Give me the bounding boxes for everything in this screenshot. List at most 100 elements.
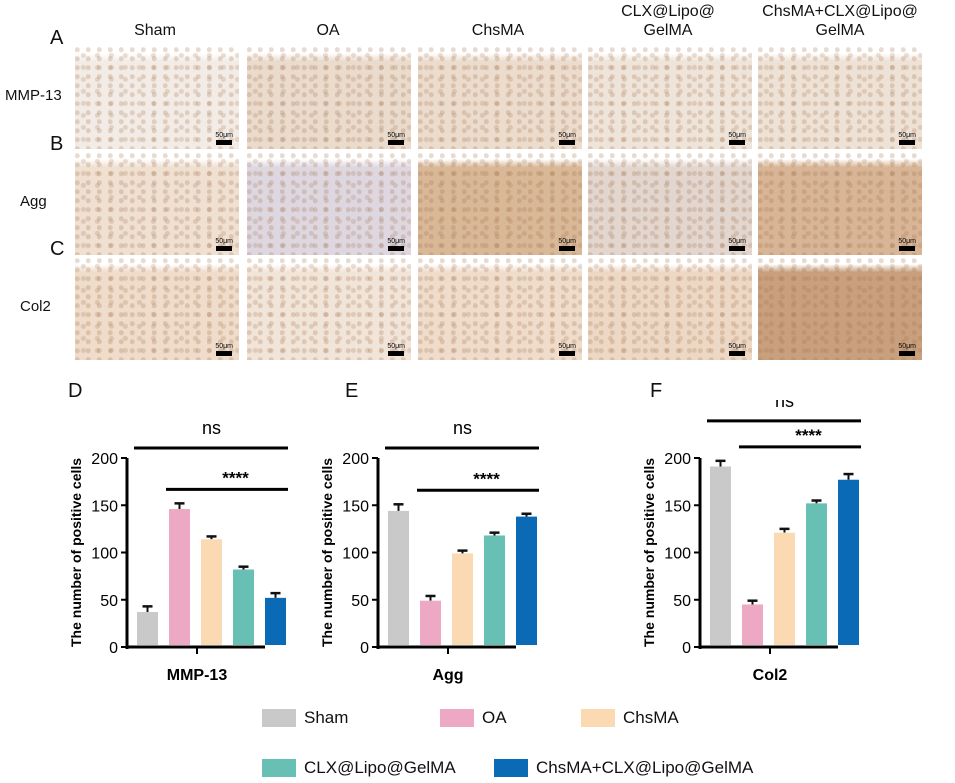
bar-sham [710,466,731,645]
bar-chsma [774,532,795,645]
scale-bar-line [729,351,746,356]
significance-label: ns [453,418,472,438]
scale-bar: 50μm [387,132,405,145]
significance-label: ns [202,418,221,438]
y-axis-label: The number of positive cells [319,458,335,647]
y-tick-label: 150 [342,498,369,515]
row-label: MMP-13 [5,87,62,104]
legend-item: Sham [262,708,348,728]
column-header: OA [316,22,340,39]
histology-image: 50μm [758,153,922,255]
histology-image: 50μm [418,153,582,255]
scale-bar-line [388,246,405,251]
histology-image: 50μm [247,258,411,360]
column-header: Sham [134,22,176,39]
y-tick-label: 0 [682,640,691,657]
legend-item: ChsMA+CLX@Lipo@GelMA [494,758,753,778]
scale-bar: 50μm [215,238,233,251]
y-tick-label: 50 [673,593,691,610]
scale-bar-label: 50μm [215,238,233,245]
y-tick-label: 100 [91,546,118,563]
histology-image: 50μm [758,258,922,360]
panel-label: D [68,380,83,402]
y-tick-label: 50 [351,593,369,610]
panel-label: E [345,380,359,402]
legend-swatch [440,709,474,727]
scale-bar-label: 50μm [728,132,746,139]
column-header: ChsMA+CLX@Lipo@ GelMA [762,3,918,39]
legend-item: ChsMA [581,708,679,728]
histology-image: 50μm [588,153,752,255]
bar-oa [742,604,763,645]
scale-bar-line [388,140,405,145]
scale-bar-label: 50μm [898,238,916,245]
panel-label: C [50,238,65,260]
scale-bar: 50μm [558,238,576,251]
y-tick-label: 200 [664,451,691,468]
bar-chart: 0 50 100 150 200 The number of positive cells… [68,418,288,684]
legend-label: CLX@Lipo@GelMA [304,758,456,777]
legend-swatch [262,759,296,777]
significance-label: **** [795,426,822,445]
y-tick-label: 200 [342,451,369,468]
bar-chsma [452,553,473,645]
significance-label: **** [473,469,500,488]
scale-bar: 50μm [387,343,405,356]
x-axis-label: Agg [432,667,463,684]
bar-sham [137,612,158,645]
y-tick-label: 0 [360,640,369,657]
scale-bar-label: 50μm [728,343,746,350]
bar-clx-lipo-gelma [233,569,254,645]
histology-image: 50μm [758,47,922,149]
histology-image: 50μm [247,153,411,255]
x-axis-label: MMP-13 [167,667,228,684]
bar-chart: 0 50 100 150 200 The number of positive cells… [319,418,539,684]
scale-bar-label: 50μm [558,343,576,350]
scale-bar: 50μm [728,238,746,251]
scale-bar-line [559,140,576,145]
histology-image: 50μm [75,258,239,360]
scale-bar-label: 50μm [215,132,233,139]
scale-bar-line [559,351,576,356]
scale-bar: 50μm [898,132,916,145]
legend-swatch [581,709,615,727]
bar-oa [420,600,441,645]
scale-bar-label: 50μm [898,343,916,350]
scale-bar-label: 50μm [728,238,746,245]
histology-image: 50μm [588,258,752,360]
scale-bar-line [899,351,916,356]
bar-chsma-clx-lipo-gelma [838,479,859,645]
histology-image: 50μm [588,47,752,149]
bar-chsma-clx-lipo-gelma [516,516,537,645]
histology-image: 50μm [418,258,582,360]
y-tick-label: 0 [109,640,118,657]
scale-bar: 50μm [728,132,746,145]
y-tick-label: 100 [664,546,691,563]
histology-image: 50μm [418,47,582,149]
scale-bar-line [216,351,233,356]
significance-label: ns [775,400,794,411]
scale-bar: 50μm [728,343,746,356]
legend-label: ChsMA [623,708,679,727]
y-axis-label: The number of positive cells [641,458,657,647]
scale-bar: 50μm [898,238,916,251]
scale-bar: 50μm [387,238,405,251]
scale-bar-label: 50μm [215,343,233,350]
scale-bar-label: 50μm [387,343,405,350]
scale-bar-label: 50μm [558,238,576,245]
scale-bar-line [729,246,746,251]
scale-bar-line [729,140,746,145]
scale-bar-line [899,246,916,251]
y-tick-label: 150 [91,498,118,515]
scale-bar: 50μm [558,132,576,145]
y-tick-label: 100 [342,546,369,563]
scale-bar-line [388,351,405,356]
scale-bar-label: 50μm [387,238,405,245]
column-header: ChsMA [471,22,525,39]
scale-bar-label: 50μm [387,132,405,139]
histology-image: 50μm [75,153,239,255]
bar-sham [388,510,409,645]
column-header: CLX@Lipo@ GelMA [621,3,715,39]
bar-oa [169,509,190,645]
